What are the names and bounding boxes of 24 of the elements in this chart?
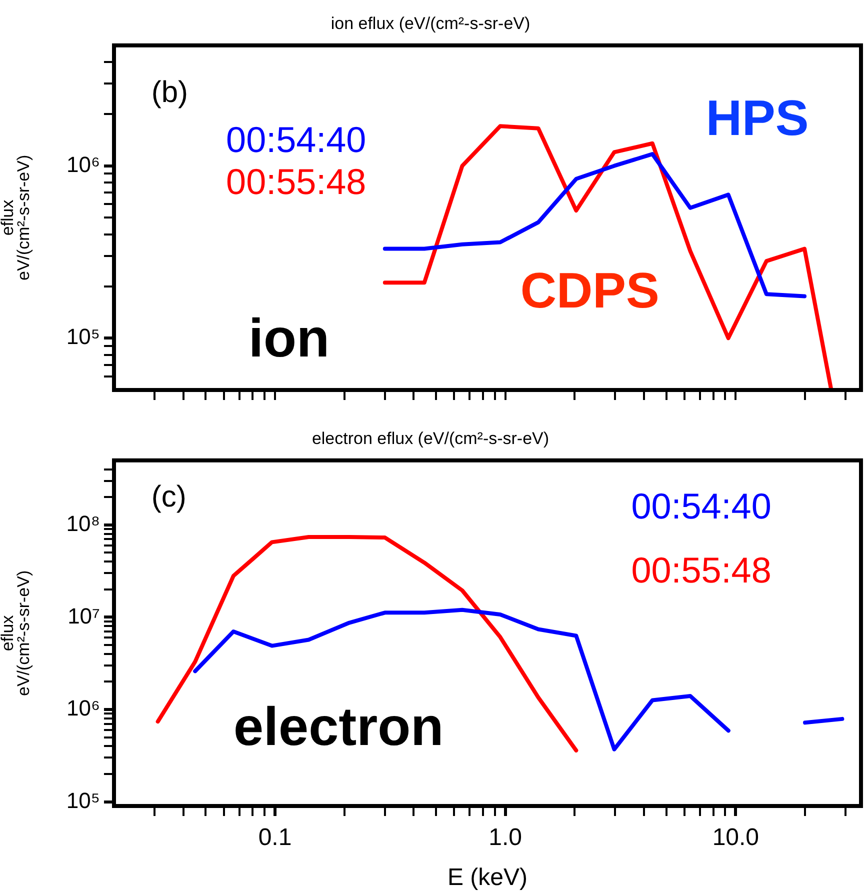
- y-axis-title: eflux eV/(cm²-s-sr-eV): [0, 154, 33, 281]
- text: 00:54:40: [226, 118, 366, 160]
- x-tick-label: 0.1: [258, 824, 292, 852]
- y-tick-label: 10⁶: [66, 696, 100, 721]
- annotation: electron: [234, 696, 444, 757]
- x-tick-label: 1.0: [488, 824, 522, 852]
- text: 00:55:48: [631, 550, 772, 591]
- annotation: HPS: [706, 90, 809, 146]
- text: 00:55:48: [226, 160, 366, 202]
- y-axis-title: eflux eV/(cm²-s-sr-eV): [0, 570, 33, 696]
- annotation: (c): [151, 480, 186, 514]
- annotation: CDPS: [520, 262, 660, 318]
- y-tick-label: 10⁶: [66, 152, 100, 177]
- annotation: (b): [151, 76, 188, 109]
- y-tick-label: 10⁵: [66, 788, 100, 813]
- chart-title: ion eflux (eV/(cm²-s-sr-eV): [330, 14, 530, 33]
- y-tick-label: 10⁷: [68, 603, 100, 628]
- x-axis-title: E (keV): [447, 864, 528, 892]
- annotation: ion: [248, 308, 330, 369]
- text: 00:54:40: [631, 486, 772, 527]
- y-tick-label: 10⁸: [66, 510, 100, 536]
- chart-title: electron eflux (eV/(cm²-s-sr-eV): [312, 428, 550, 448]
- x-tick-label: 10.0: [712, 824, 760, 852]
- y-tick-label: 10⁵: [66, 324, 100, 350]
